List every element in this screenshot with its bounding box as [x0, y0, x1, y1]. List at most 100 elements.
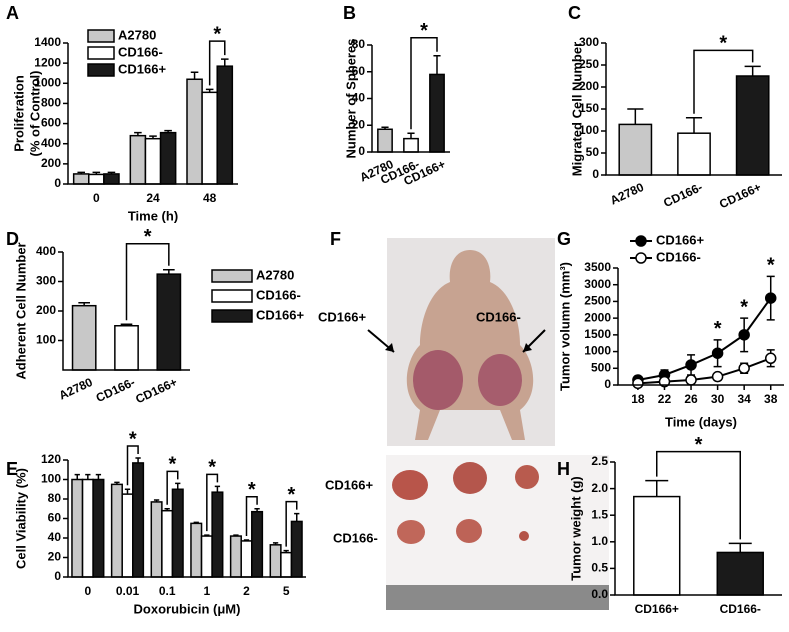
- legend-label: CD166-: [256, 287, 301, 302]
- x-tick-label: CD166+: [717, 180, 763, 211]
- bar: [229, 535, 242, 578]
- significance-bracket: [410, 36, 438, 130]
- error-bar: [193, 521, 199, 524]
- y-tick-label: 3000: [584, 277, 611, 291]
- y-tick-label: 60: [352, 64, 366, 78]
- x-axis-label: Time (h): [128, 208, 178, 223]
- bar: [633, 495, 681, 596]
- y-tick-label: 300: [579, 35, 599, 49]
- point: [685, 374, 697, 386]
- significance-bracket: [285, 500, 298, 547]
- error-bar: [135, 457, 141, 463]
- error-bar: [190, 71, 199, 80]
- legend-swatch: [87, 63, 115, 77]
- y-axis-label: Adherent Cell Number: [13, 242, 28, 379]
- y-axis-label: Migrated Cell Number: [569, 42, 584, 176]
- significance-bracket: [206, 473, 219, 532]
- significance-star: *: [129, 428, 137, 450]
- tumor: [397, 520, 425, 544]
- y-tick-label: 0.5: [591, 561, 608, 575]
- y-tick-label: 800: [41, 96, 61, 110]
- significance-star: *: [719, 33, 727, 55]
- point: [764, 292, 777, 304]
- error-bar: [728, 542, 752, 553]
- tumor: [456, 519, 482, 543]
- bar: [150, 501, 163, 578]
- photo-label: CD166-: [476, 309, 521, 324]
- error-bar: [92, 171, 101, 175]
- y-tick-label: 20: [48, 550, 62, 564]
- tumor: [392, 470, 428, 500]
- series-line: [637, 297, 772, 381]
- legend-label: A2780: [256, 267, 294, 282]
- point: [632, 377, 644, 390]
- y-tick-label: 40: [48, 530, 62, 544]
- axes: [67, 43, 238, 185]
- y-tick-label: 1000: [584, 344, 611, 358]
- y-tick-label: 600: [41, 116, 61, 130]
- error-bar: [243, 539, 250, 541]
- significance-star: *: [208, 457, 216, 479]
- significance-star: *: [248, 479, 256, 501]
- bar: [88, 173, 105, 185]
- error-bar: [233, 534, 239, 537]
- bar: [161, 509, 174, 578]
- bar: [269, 544, 282, 578]
- y-tick-label: 100: [36, 333, 56, 347]
- y-axis-label: Cell Viability (%): [13, 468, 28, 569]
- axes: [605, 43, 782, 176]
- significance-bracket: [125, 242, 170, 321]
- tumor: [519, 531, 529, 541]
- error-bar: [204, 534, 210, 537]
- legend-marker: [635, 252, 647, 264]
- error-bar: [283, 549, 289, 553]
- legend-swatch: [211, 289, 253, 303]
- bar: [290, 520, 303, 578]
- error-bar: [85, 473, 91, 480]
- ruler: [386, 585, 609, 610]
- error-bar: [114, 481, 120, 485]
- y-tick-label: 250: [579, 57, 599, 71]
- x-tick-label: 48: [203, 191, 217, 205]
- y-tick-label: 0: [592, 167, 599, 181]
- significance-star: *: [714, 318, 722, 340]
- error-bar: [272, 542, 279, 545]
- point: [738, 362, 750, 375]
- significance-star: *: [767, 255, 775, 277]
- panel-letter: D: [6, 229, 19, 249]
- y-tick-label: 2500: [584, 294, 611, 308]
- x-tick-label: 24: [146, 191, 160, 205]
- photo-label: CD166+: [325, 477, 373, 492]
- significance-bracket: [245, 496, 258, 536]
- x-tick-label: CD166-: [720, 602, 761, 616]
- x-tick-label: 0: [93, 191, 100, 205]
- tumor: [515, 465, 539, 489]
- y-tick-label: 0: [54, 569, 61, 583]
- bar: [121, 493, 134, 578]
- panel-letter: H: [557, 459, 570, 479]
- x-axis-label: Doxorubicin (μM): [134, 601, 241, 616]
- bar: [677, 132, 711, 176]
- y-tick-label: 50: [586, 145, 600, 159]
- point: [711, 370, 724, 383]
- error-bar: [164, 508, 170, 511]
- y-tick-label: 200: [579, 79, 599, 93]
- bar: [251, 510, 264, 578]
- x-tick-label: CD166-: [661, 180, 704, 210]
- x-tick-label: 0: [84, 584, 91, 598]
- y-tick-label: 2.5: [591, 454, 608, 468]
- bar: [377, 128, 393, 153]
- significance-bracket: [166, 470, 179, 505]
- bar: [132, 462, 145, 578]
- error-bar: [107, 171, 116, 174]
- x-tick-label: CD166-: [94, 375, 137, 405]
- y-tick-label: 400: [41, 136, 61, 150]
- panel-letter: G: [557, 229, 571, 249]
- legend-swatch: [87, 29, 115, 43]
- error-bar: [254, 508, 260, 512]
- bar: [200, 535, 213, 578]
- y-tick-label: 60: [48, 511, 62, 525]
- error-bar: [78, 301, 90, 306]
- bar: [716, 551, 764, 596]
